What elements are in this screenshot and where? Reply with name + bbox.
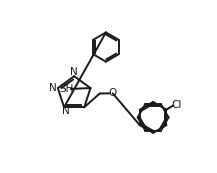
Text: N: N <box>62 106 70 116</box>
Text: N: N <box>71 67 78 78</box>
Text: Cl: Cl <box>171 100 182 110</box>
Text: N: N <box>49 83 57 93</box>
Text: O: O <box>109 88 117 98</box>
Text: SH: SH <box>59 84 73 94</box>
